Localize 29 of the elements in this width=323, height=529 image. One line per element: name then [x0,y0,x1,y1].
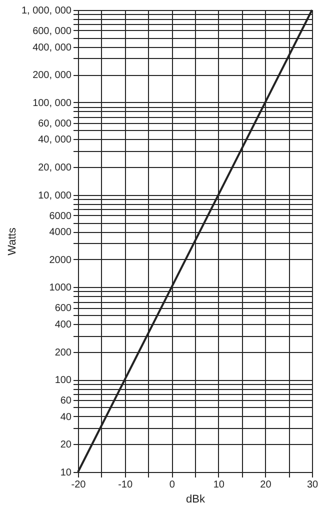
y-tick-label: 4000 [49,227,72,238]
y-tick-label: 2000 [49,254,72,266]
y-tick-label: 1000 [49,282,72,294]
x-tick-label: 0 [169,480,176,490]
y-tick-label: 200 [54,347,72,358]
y-tick-label: 600 [54,303,72,314]
y-tick-label: 400, 000 [32,42,72,54]
y-tick-label: 60, 000 [38,118,72,130]
y-tick-label: 100, 000 [32,98,72,109]
x-axis-title: dBk [186,494,206,506]
y-tick-label: 40 [60,412,72,423]
x-tick-label: 10 [213,480,225,490]
x-tick-label: -20 [71,480,86,490]
x-tick-label: 30 [306,480,318,490]
y-tick-label: 40, 000 [38,134,72,146]
y-tick-label: 600, 000 [32,26,72,37]
y-tick-label: 400 [54,319,72,330]
y-tick-label: 10 [60,468,72,478]
y-tick-label: 20 [60,440,72,451]
y-tick-label: 200, 000 [32,70,72,82]
y-tick-label: 10, 000 [38,190,72,202]
y-tick-label: 60 [60,396,72,407]
y-tick-label: 100 [54,375,72,386]
y-axis-title: Watts [6,227,18,256]
x-tick-label: -10 [118,480,133,490]
y-tick-label: 1, 000, 000 [21,6,72,16]
y-tick-label: 6000 [49,210,72,222]
y-tick-label: 20, 000 [38,162,72,174]
x-tick-label: 20 [260,480,272,490]
